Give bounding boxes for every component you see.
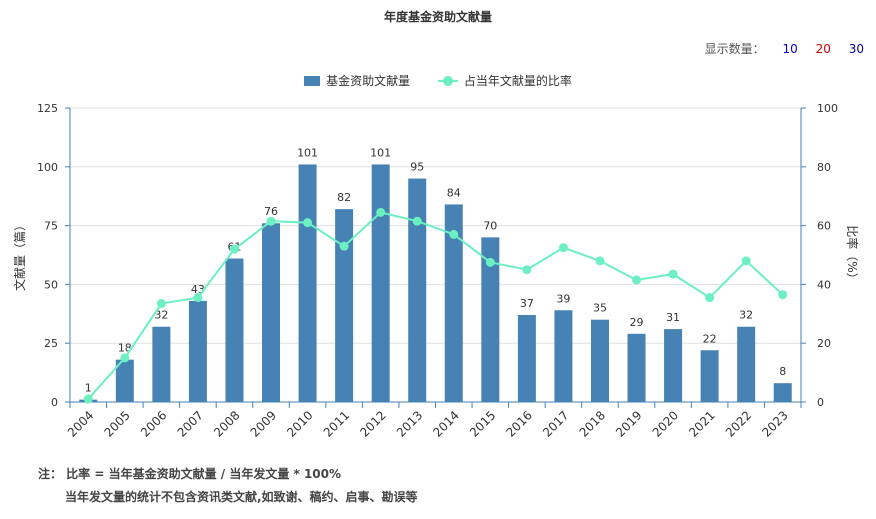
y2-tick-label: 100 [817,102,838,115]
ratio-point [742,256,751,265]
bar-value-label: 84 [447,186,461,199]
ratio-point [559,243,568,252]
bar [299,164,317,402]
bar-value-label: 101 [370,146,391,159]
x-tick-label: 2018 [577,408,608,439]
ratio-point [632,275,641,284]
bar [554,310,572,402]
x-tick-label: 2019 [613,408,644,439]
ratio-point [522,265,531,274]
x-tick-label: 2022 [723,408,754,439]
bar-value-label: 76 [264,205,278,218]
bar [664,329,682,402]
bar [701,350,719,402]
x-tick-label: 2014 [430,408,461,439]
note-line-1: 注： 比率 = 当年基金资助文献量 / 当年发文量 * 100% [38,463,418,486]
y2-tick-label: 20 [817,337,831,350]
note-line-2: 当年发文量的统计不包含资讯类文献,如致谢、稿约、启事、勘误等 [38,486,418,509]
y2-tick-label: 40 [817,278,831,291]
ratio-point [486,258,495,267]
x-tick-label: 2010 [284,408,315,439]
y-tick-label: 100 [37,161,58,174]
x-tick-label: 2009 [248,408,279,439]
bar-value-label: 29 [630,316,644,329]
bar-value-label: 70 [483,219,497,232]
x-tick-label: 2012 [357,408,388,439]
bar-value-label: 18 [118,342,132,355]
x-tick-label: 2016 [503,408,534,439]
y-tick-label: 50 [44,278,58,291]
bar-value-label: 95 [410,161,424,174]
x-tick-label: 2007 [175,408,206,439]
bar [189,301,207,402]
bar-value-label: 82 [337,191,351,204]
bar [335,209,353,402]
ratio-point [376,208,385,217]
bar [628,334,646,402]
x-tick-label: 2008 [211,408,242,439]
x-tick-label: 2004 [65,408,96,439]
ratio-point [120,353,129,362]
ratio-point [267,217,276,226]
ratio-point [705,293,714,302]
bar-value-label: 101 [297,146,318,159]
bar [737,327,755,402]
x-tick-label: 2011 [321,408,352,439]
x-tick-label: 2021 [686,408,717,439]
ratio-point [193,293,202,302]
ratio-point [669,270,678,279]
bar-value-label: 8 [779,365,786,378]
x-tick-label: 2015 [467,408,498,439]
bar [591,320,609,402]
ratio-point [303,218,312,227]
y-axis-title: 文献量（篇） [12,219,27,291]
bar-value-label: 1 [85,382,92,395]
y2-tick-label: 80 [817,161,831,174]
ratio-point [449,230,458,239]
x-tick-label: 2005 [101,408,132,439]
bar-value-label: 32 [739,309,753,322]
bar [225,259,243,402]
bar-value-label: 39 [556,292,570,305]
bar-value-label: 31 [666,311,680,324]
bar [262,223,280,402]
y-tick-label: 125 [37,102,58,115]
y-tick-label: 75 [44,220,58,233]
notes: 注： 比率 = 当年基金资助文献量 / 当年发文量 * 100% 当年发文量的统… [38,463,418,509]
ratio-point [84,395,93,404]
x-tick-label: 2017 [540,408,571,439]
x-tick-label: 2020 [650,408,681,439]
chart-area: 0 25 50 75 100 125 0 20 40 60 80 100 文献量（篇） 比率（%） 2004… [0,0,876,519]
x-tick-label: 2023 [759,408,790,439]
ratio-point [157,299,166,308]
x-tick-label: 2006 [138,408,169,439]
ratio-point [340,242,349,251]
bar-value-label: 37 [520,297,534,310]
bar [372,164,390,402]
ratio-point [413,217,422,226]
x-tick-label: 2013 [394,408,425,439]
bar-value-label: 35 [593,302,607,315]
ratio-point [230,245,239,254]
y-tick-label: 25 [44,337,58,350]
y-tick-label: 0 [51,396,58,409]
bar [152,327,170,402]
ratio-point [778,290,787,299]
bar-value-label: 22 [703,332,717,345]
y2-axis-title: 比率（%） [845,225,860,284]
bar [408,179,426,402]
bar [518,315,536,402]
y2-tick-label: 0 [817,396,824,409]
y2-tick-label: 60 [817,220,831,233]
bar [774,383,792,402]
ratio-point [595,256,604,265]
